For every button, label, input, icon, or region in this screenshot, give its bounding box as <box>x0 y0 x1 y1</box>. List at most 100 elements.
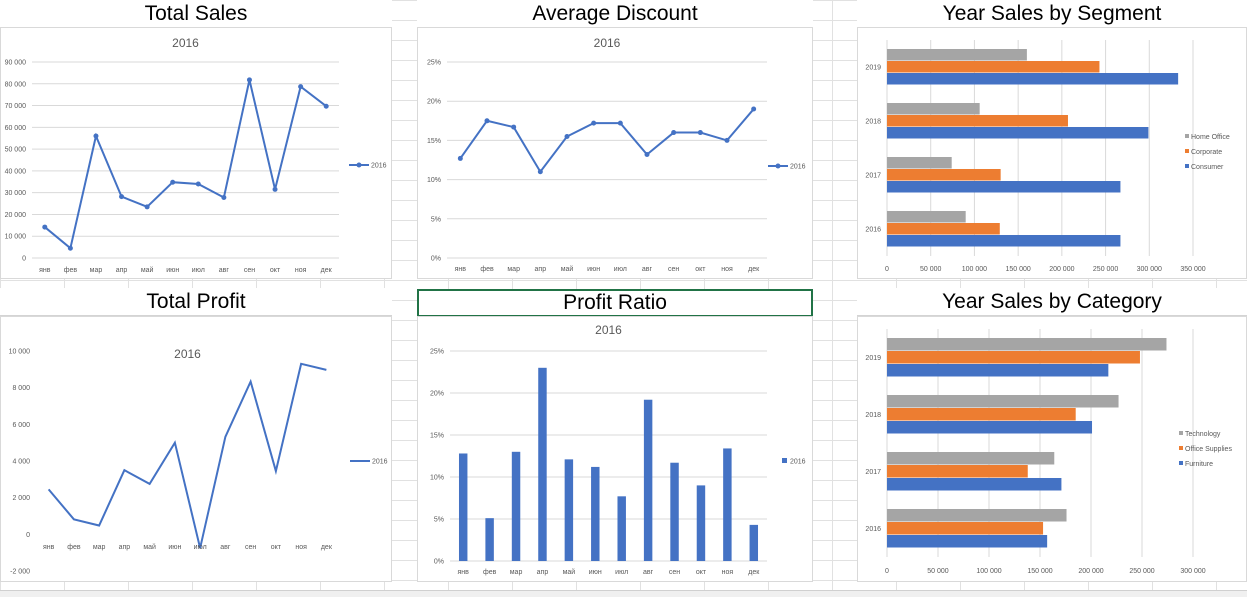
x-tick-label: июл <box>192 267 205 274</box>
x-tick-label: июн <box>168 544 181 551</box>
bar-2019-consumer <box>887 73 1179 85</box>
bar-2019-technology <box>887 338 1167 351</box>
y-tick-label: 20% <box>430 391 444 398</box>
y-tick-label: 5% <box>431 216 441 223</box>
chart-year-sales-by-category-svg: 0 50 000 100 000 150 000 200 000 250 000 300 0… <box>865 329 1232 575</box>
legend-label: Office Supplies <box>1185 446 1232 453</box>
x-tick-label: авг <box>642 266 653 273</box>
y-tick-label: 15% <box>427 138 441 145</box>
x-tick-label: июн <box>589 569 602 576</box>
x-tick-label: апр <box>116 267 128 274</box>
chart-profit-ratio[interactable]: 2016 0% 5% 10% 15% 20% 25% янв фев мар апр май июн ию… <box>417 316 813 582</box>
bar-2019-home-office <box>887 49 1027 61</box>
x-tick-label: 150 000 <box>1005 266 1030 273</box>
chart-average-discount[interactable]: 2016 0% 5% 10% 15% 20% 25% янв фев мар апр май июн ию… <box>417 27 813 279</box>
bar-2018-office-supplies <box>887 408 1076 421</box>
x-tick-label: 0 <box>885 568 889 575</box>
legend-marker-2016 <box>775 163 781 169</box>
x-tick-label: дек <box>748 569 760 576</box>
bar-авг <box>643 399 653 561</box>
point-апр <box>537 169 543 175</box>
y-tick-label: 40 000 <box>5 168 27 175</box>
bar-2018-technology <box>887 395 1119 408</box>
x-tick-label: янв <box>43 544 55 551</box>
x-tick-label: 250 000 <box>1093 266 1118 273</box>
legend-label: Home Office <box>1191 134 1230 141</box>
point-авг <box>644 152 650 158</box>
chart-average-discount-svg: 2016 0% 5% 10% 15% 20% 25% янв фев мар апр май июн ию… <box>427 36 806 273</box>
bar-фев <box>485 518 494 561</box>
bar-2017-corporate <box>887 169 1001 181</box>
x-tick-label: мар <box>93 544 106 551</box>
y-tick-label: 20 000 <box>5 212 27 219</box>
y-tick-label: 2018 <box>865 119 881 126</box>
title-average-discount: Average Discount <box>417 0 813 28</box>
legend-swatch-furniture <box>1179 461 1183 465</box>
x-tick-label: май <box>141 266 154 274</box>
legend-swatch-2016 <box>782 458 787 463</box>
bar-2016-home-office <box>887 211 966 223</box>
point-июл <box>617 120 623 126</box>
x-tick-label: апр <box>537 569 549 576</box>
y-tick-label: 2019 <box>865 65 881 72</box>
x-tick-label: июл <box>194 544 207 551</box>
y-tick-label: 2016 <box>865 227 881 234</box>
bar-июн <box>591 466 600 561</box>
title-profit-ratio[interactable]: Profit Ratio <box>417 289 813 317</box>
y-tick-label: 80 000 <box>5 81 27 88</box>
bar-окт <box>696 485 706 561</box>
point-май <box>564 133 570 139</box>
point-мар <box>93 133 99 139</box>
point-дек <box>323 103 329 109</box>
legend-swatch-consumer <box>1185 164 1189 168</box>
bar-2019-furniture <box>887 364 1109 377</box>
bar-дек <box>749 524 759 561</box>
bar-2017-furniture <box>887 478 1062 491</box>
x-tick-label: янв <box>455 266 467 273</box>
point-июл <box>195 181 201 187</box>
x-tick-label: окт <box>695 266 706 273</box>
x-tick-label: сен <box>245 544 256 551</box>
legend-label: Furniture <box>1185 461 1213 468</box>
x-tick-label: июл <box>614 266 627 273</box>
y-tick-label: 90 000 <box>5 60 27 67</box>
legend-label: Technology <box>1185 431 1221 438</box>
legend-label-2016: 2016 <box>372 459 388 466</box>
legend-swatch-office-supplies <box>1179 446 1183 450</box>
chart-year-sales-by-segment[interactable]: 0 50 000 100 000 150 000 200 000 250 000 300 0… <box>857 27 1247 279</box>
x-tick-label: авг <box>220 544 231 551</box>
bar-2018-corporate <box>887 115 1068 127</box>
legend-swatch-technology <box>1179 431 1183 435</box>
point-окт <box>697 130 703 136</box>
bar-май <box>564 459 574 561</box>
x-tick-label: фев <box>483 569 497 576</box>
point-ноя <box>298 84 304 90</box>
bar-2017-consumer <box>887 181 1121 193</box>
legend-label: Consumer <box>1191 164 1224 171</box>
title-total-profit: Total Profit <box>0 288 392 316</box>
point-апр <box>119 194 125 200</box>
x-tick-label: янв <box>39 267 51 274</box>
chart-year-sales-by-category[interactable]: 0 50 000 100 000 150 000 200 000 250 000 300 0… <box>857 316 1247 582</box>
x-tick-label: 200 000 <box>1049 266 1074 273</box>
y-tick-label: 20% <box>427 99 441 106</box>
x-tick-label: июн <box>587 266 600 273</box>
x-tick-label: фев <box>64 267 78 274</box>
legend-label-2016: 2016 <box>790 459 806 466</box>
chart-total-profit[interactable]: 2016 -2 000 0 2 000 4 000 6 000 8 000 10 000 янв… <box>0 316 392 582</box>
y-tick-label: 25% <box>430 349 444 356</box>
bar-ноя <box>723 448 732 561</box>
y-tick-label: 2016 <box>865 526 881 533</box>
x-tick-label: мар <box>507 266 520 273</box>
chart-total-sales[interactable]: 2016 0 10 000 20 000 30 000 40 000 50 000 60 00… <box>0 27 392 279</box>
y-tick-label: 4 000 <box>12 459 30 466</box>
x-tick-label: 200 000 <box>1078 568 1103 575</box>
bar-2018-home-office <box>887 103 980 115</box>
x-tick-label: окт <box>270 267 281 274</box>
title-total-sales: Total Sales <box>0 0 392 28</box>
y-tick-label: 2018 <box>865 412 881 419</box>
point-май <box>144 204 150 210</box>
chart-subtitle: 2016 <box>172 36 199 50</box>
chart-total-sales-svg: 2016 0 10 000 20 000 30 000 40 000 50 000 60 00… <box>5 36 387 274</box>
y-tick-label: 10% <box>430 475 444 482</box>
